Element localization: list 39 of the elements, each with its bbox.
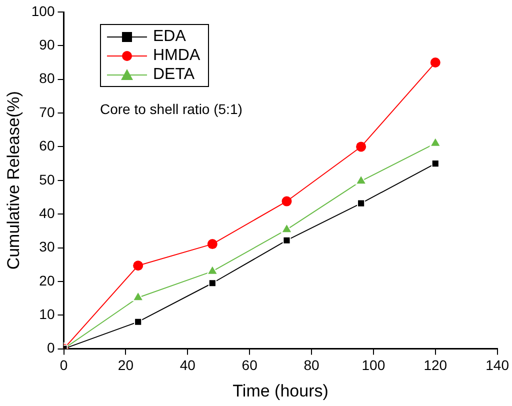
y-tick-label: 60 xyxy=(39,138,55,154)
point xyxy=(431,160,440,168)
point xyxy=(355,174,367,185)
y-tick-label: 50 xyxy=(39,171,55,188)
y-tick-label: 70 xyxy=(39,104,55,120)
x-tick-label: 60 xyxy=(242,357,258,374)
point xyxy=(356,142,366,152)
y-tick-label: 0 xyxy=(46,340,55,356)
y-tick-label: 80 xyxy=(39,70,55,86)
point xyxy=(133,260,144,271)
x-tick-label: 40 xyxy=(180,357,196,374)
y-tick-label: 40 xyxy=(39,204,55,221)
y-tick-label: 30 xyxy=(39,238,55,255)
x-tick-label: 120 xyxy=(424,357,448,374)
x-axis-title: Time (hours) xyxy=(232,381,328,400)
x-tick-label: 100 xyxy=(362,357,386,374)
x-tick-label: 140 xyxy=(486,357,510,374)
legend-label: DETA xyxy=(153,66,194,84)
point xyxy=(282,196,292,206)
point xyxy=(134,318,142,326)
point xyxy=(208,279,216,288)
y-axis-title: Cumulative Release(%) xyxy=(4,91,23,270)
y-tick-label: 20 xyxy=(39,272,55,288)
y-tick-label: 10 xyxy=(39,306,55,322)
point xyxy=(430,58,440,68)
point xyxy=(207,239,218,250)
x-tick-label: 20 xyxy=(118,357,134,374)
point xyxy=(357,199,366,208)
point xyxy=(282,236,291,244)
point xyxy=(281,223,292,234)
y-tick-label: 100 xyxy=(31,2,55,19)
legend-label: EDA xyxy=(153,28,186,46)
point xyxy=(132,291,144,302)
x-tick-label: 80 xyxy=(304,357,320,374)
y-tick-label: 90 xyxy=(39,36,55,53)
point xyxy=(206,264,218,275)
legend-label: HMDA xyxy=(153,46,200,64)
annotation: Core to shell ratio (5:1) xyxy=(100,101,242,117)
x-tick-label: 0 xyxy=(60,357,68,374)
